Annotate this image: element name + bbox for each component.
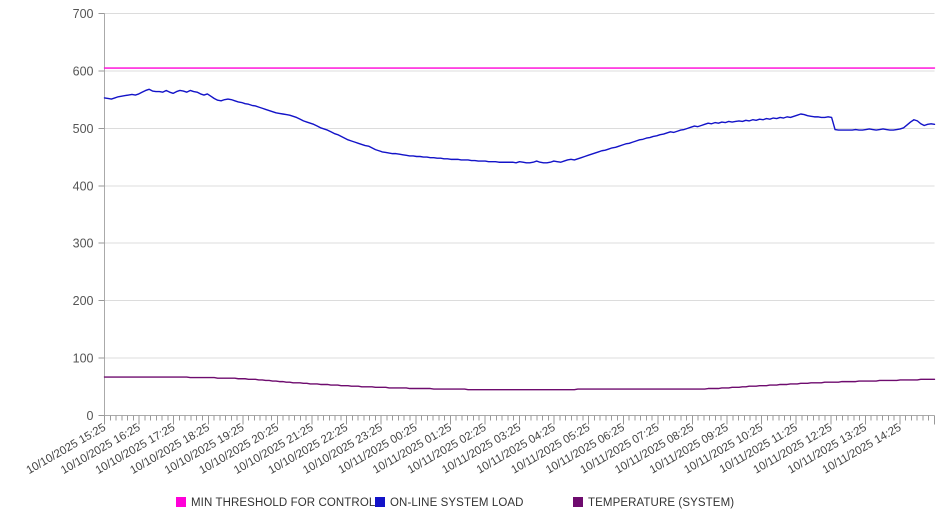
legend-swatch[interactable] <box>375 497 385 507</box>
gridlines-group <box>104 13 935 359</box>
chart-legend: MIN THRESHOLD FOR CONTROL ON-LINE SYSTEM … <box>176 497 734 509</box>
y-axis-tick-label: 500 <box>73 122 94 136</box>
legend-label[interactable]: TEMPERATURE (SYSTEM) <box>588 497 734 509</box>
y-axis-tick-label: 0 <box>87 409 94 423</box>
y-axis-tick-label: 300 <box>73 237 94 251</box>
series-line-2 <box>103 376 936 391</box>
y-axis-group: 0 100 200 300 400 500 600 700 <box>73 7 105 423</box>
y-axis-tick-label: 200 <box>73 294 94 308</box>
y-axis-tick-label: 400 <box>73 179 94 193</box>
y-axis-tick-label: 100 <box>73 352 94 366</box>
y-axis-tick-label: 700 <box>73 7 94 21</box>
y-axis-tick-label: 600 <box>73 64 94 78</box>
x-axis-group <box>104 415 935 425</box>
legend-label[interactable]: MIN THRESHOLD FOR CONTROL <box>191 497 376 509</box>
series-line-1 <box>103 88 936 164</box>
legend-swatch[interactable] <box>176 497 186 507</box>
series-group <box>103 67 936 391</box>
legend-label[interactable]: ON-LINE SYSTEM LOAD <box>390 497 524 509</box>
legend-swatch[interactable] <box>573 497 583 507</box>
